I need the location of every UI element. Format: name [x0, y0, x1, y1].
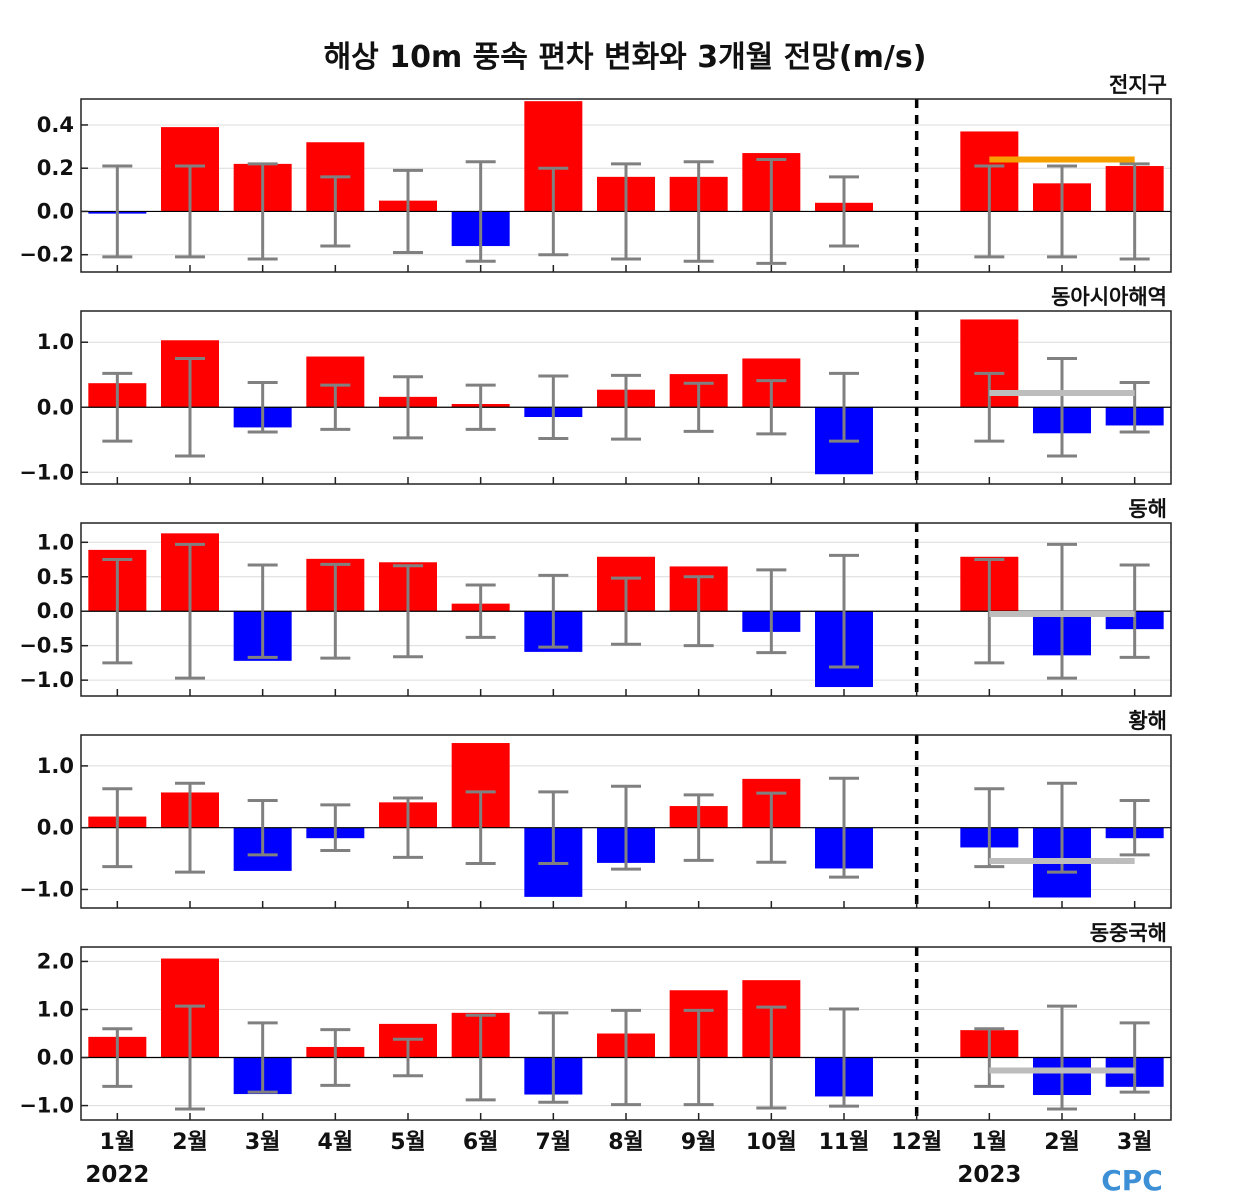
- panel-2: 1.0 0.0 −1.0 동아시아해역: [19, 285, 1172, 485]
- chart-title: 해상 10m 풍속 편차 변화와 3개월 전망(m/s): [324, 40, 927, 75]
- y-tick-label: 0.2: [37, 156, 74, 180]
- panel-1: 0.4 0.2 0.0 −0.2 전지구: [19, 73, 1172, 273]
- y-tick-label: 0.0: [37, 816, 74, 840]
- x-tick-label: 3월: [245, 1130, 281, 1155]
- chart-panels: 0.4 0.2 0.0 −0.2 전지구 1.0 0.0 −1.0 동아시아해역 1.0 0.5 0.…: [19, 73, 1172, 1121]
- y-tick-label: −1.0: [19, 668, 74, 692]
- y-tick-label: 0.0: [37, 395, 74, 419]
- x-axis: 1월 2월 3월 4월 5월 6월 7월 8월 9월 10월 11월 12월 1월 2월 3월 2022 202…: [85, 1130, 1152, 1188]
- year-label: 2023: [957, 1162, 1021, 1188]
- y-tick-label: 0.0: [37, 599, 74, 623]
- y-tick-label: 1.0: [37, 530, 74, 554]
- y-tick-label: −1.0: [19, 877, 74, 901]
- y-tick-label: −1.0: [19, 460, 74, 484]
- y-tick-label: 1.0: [37, 330, 74, 354]
- x-tick-label: 8월: [608, 1130, 644, 1155]
- panel-3: 1.0 0.5 0.0 −0.5 −1.0 동해: [19, 497, 1172, 697]
- y-tick-label: 1.0: [37, 997, 74, 1021]
- panel-5: 2.0 1.0 0.0 −1.0 동중국해: [19, 921, 1172, 1121]
- y-tick-label: 0.0: [37, 1046, 74, 1070]
- x-tick-label: 11월: [819, 1130, 870, 1155]
- y-tick-label: 0.0: [37, 199, 74, 223]
- x-tick-label: 12월: [891, 1130, 942, 1155]
- panel-region-label: 동중국해: [1090, 921, 1167, 945]
- x-tick-label: 1월: [972, 1130, 1008, 1155]
- panel-region-label: 황해: [1128, 709, 1167, 733]
- x-tick-label: 3월: [1117, 1130, 1153, 1155]
- x-tick-label: 6월: [463, 1130, 499, 1155]
- y-tick-label: 1.0: [37, 754, 74, 778]
- y-tick-label: −0.5: [19, 634, 74, 658]
- y-tick-label: −1.0: [19, 1094, 74, 1118]
- y-tick-label: 2.0: [37, 949, 74, 973]
- x-tick-label: 2월: [1044, 1130, 1080, 1155]
- panel-region-label: 동해: [1128, 497, 1167, 521]
- x-tick-label: 9월: [681, 1130, 717, 1155]
- panel-region-label: 전지구: [1109, 73, 1167, 97]
- x-tick-label: 2월: [172, 1130, 208, 1155]
- x-tick-label: 1월: [100, 1130, 136, 1155]
- y-tick-label: 0.4: [37, 113, 74, 137]
- panel-4: 1.0 0.0 −1.0 황해: [19, 709, 1172, 909]
- panel-region-label: 동아시아해역: [1051, 285, 1167, 309]
- year-label: 2022: [85, 1162, 149, 1188]
- cpc-logo: CPC: [1101, 1164, 1163, 1197]
- x-tick-label: 10월: [746, 1130, 797, 1155]
- y-tick-label: 0.5: [37, 565, 74, 589]
- x-tick-label: 7월: [536, 1130, 572, 1155]
- y-tick-label: −0.2: [19, 243, 74, 267]
- x-tick-label: 4월: [318, 1130, 354, 1155]
- x-tick-label: 5월: [390, 1130, 426, 1155]
